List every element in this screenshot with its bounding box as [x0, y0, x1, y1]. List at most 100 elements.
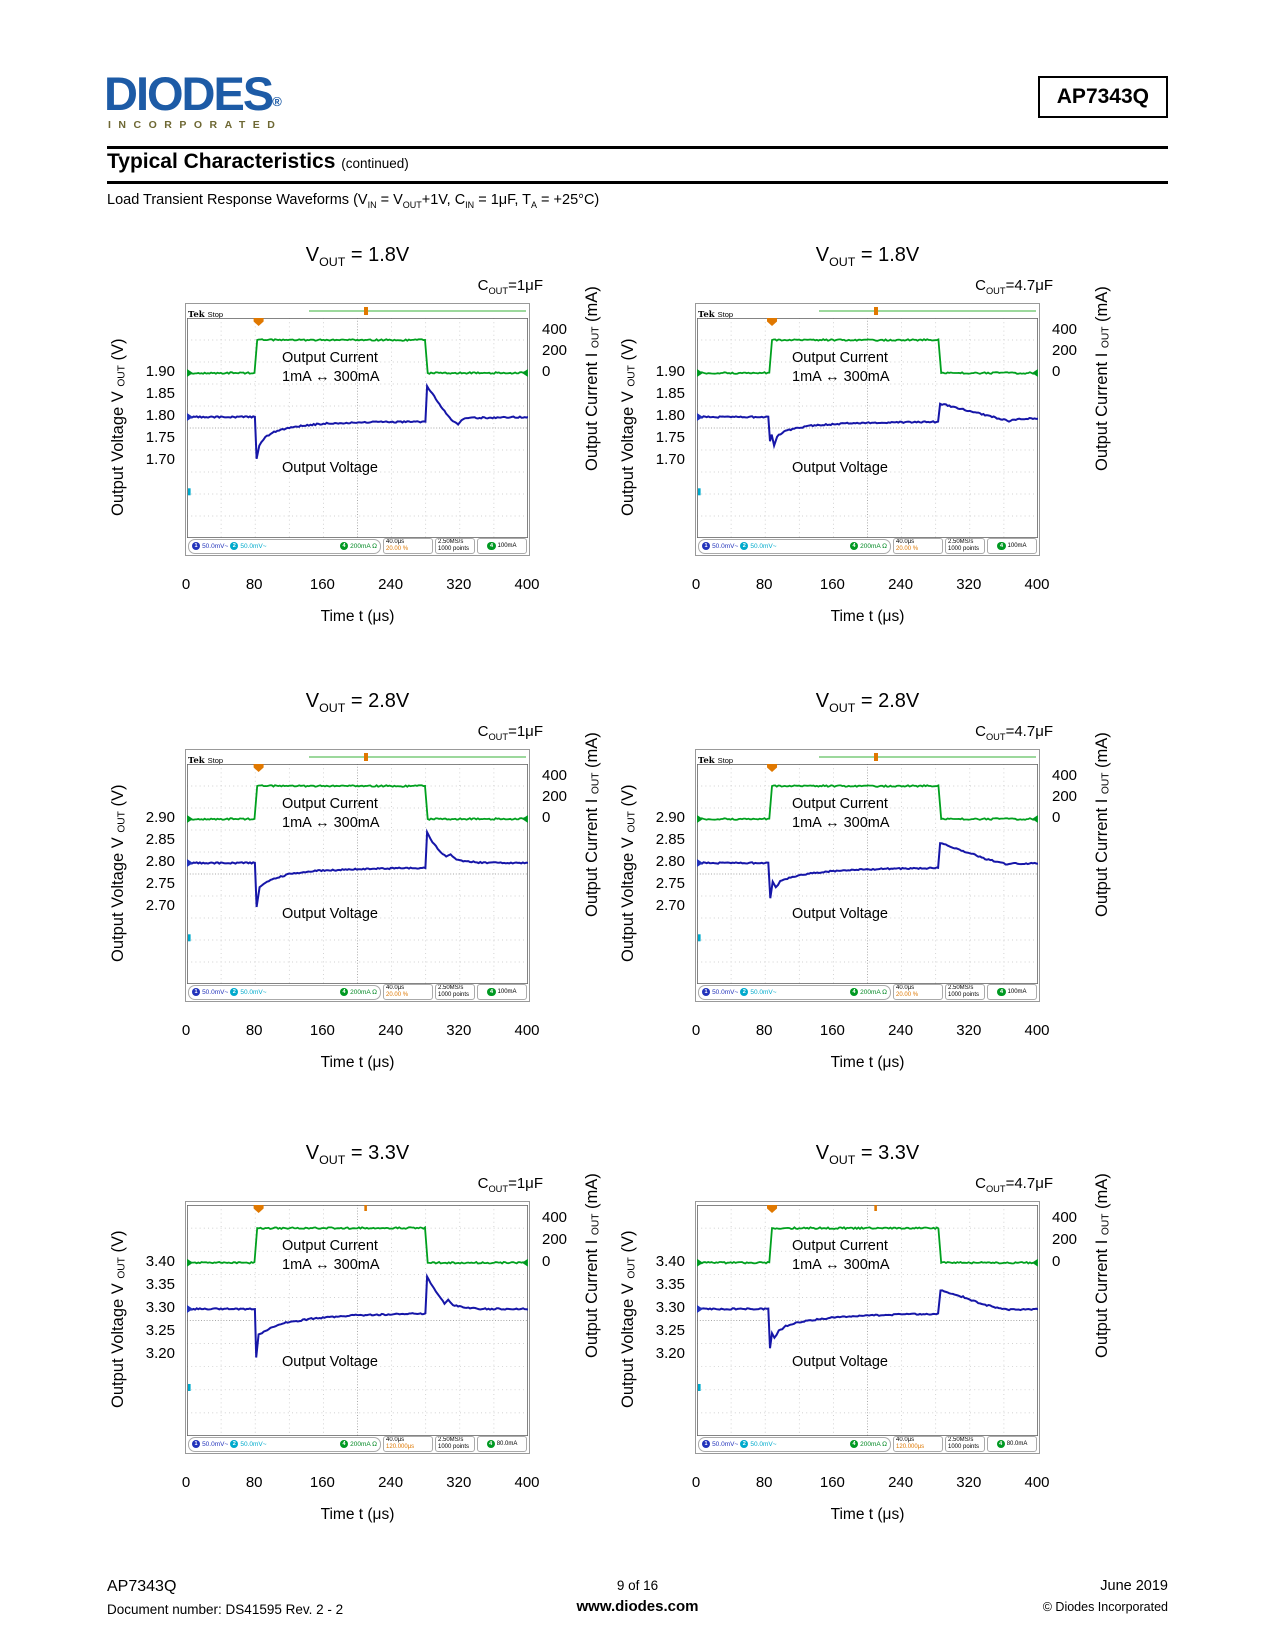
subscript: OUT: [488, 286, 509, 296]
current-tick-labels: 400 200 0: [1052, 1126, 1097, 1536]
footer-copyright: © Diodes Incorporated: [1042, 1600, 1168, 1614]
time-axis-title: Time t (μs): [830, 608, 905, 625]
text-run: C: [975, 277, 986, 294]
time-tick: 160: [309, 1022, 335, 1039]
time-tick: 0: [181, 1474, 191, 1491]
trigger-readout: 4 100mA: [477, 538, 527, 554]
output-voltage-annotation: Output Voltage: [792, 1353, 888, 1370]
voltage-tick: 1.75: [655, 429, 685, 446]
time-tick: 320: [446, 576, 472, 593]
ch1-badge: 1: [192, 1440, 201, 1448]
text-run: V: [305, 1142, 320, 1164]
divider: [107, 146, 1168, 149]
output-voltage-annotation: Output Voltage: [282, 905, 378, 922]
voltage-tick: 1.90: [655, 363, 685, 380]
ch1-badge: 1: [702, 542, 711, 550]
subscript: A: [531, 199, 538, 210]
output-current-annotation: Output Current 1mA ↔ 300mA: [792, 349, 890, 385]
time-tick: 240: [888, 1474, 914, 1491]
subscript: OUT: [985, 732, 1006, 742]
voltage-tick: 3.40: [145, 1252, 175, 1270]
time-tick: 160: [309, 576, 335, 593]
time-tick: 400: [1024, 576, 1050, 593]
current-tick: 200: [1052, 1230, 1078, 1248]
subscript: OUT: [319, 255, 346, 269]
voltage-tick: 2.80: [145, 853, 175, 870]
current-tick: 400: [1052, 321, 1078, 339]
voltage-tick: 3.20: [145, 1345, 175, 1363]
footer-website: www.diodes.com: [576, 1598, 699, 1615]
trigger-level: 100mA: [1007, 988, 1027, 995]
voltage-tick: 2.75: [655, 875, 685, 892]
trigger-position-readout: 20.00 %: [896, 992, 919, 998]
output-voltage-annotation: Output Voltage: [282, 459, 378, 476]
text-run: =1μF: [508, 1175, 543, 1192]
graticule: [186, 318, 529, 538]
time-tick-labels: 0 80 160 240 320 400: [182, 576, 540, 596]
graticule: [186, 1205, 529, 1436]
ch4-badge: 4: [850, 1440, 859, 1448]
channel-indicator-line: [819, 310, 1036, 312]
text-run: =1μF: [508, 723, 543, 740]
cout-condition-label: COUT=4.7μF: [695, 723, 1053, 742]
channel-readouts: 1 50.0mV~ 2 50.0mV~ 4 200mA Ω: [698, 984, 892, 1000]
ch1-badge: 1: [192, 542, 201, 550]
text-run: Load Transient Response Waveforms (V: [107, 192, 368, 208]
ch2-badge: 2: [230, 988, 239, 996]
current-tick-labels: 400 200 0: [542, 1126, 587, 1536]
time-tick: 400: [514, 1474, 540, 1491]
time-tick: 320: [446, 1022, 472, 1039]
voltage-tick-labels: 3.40 3.35 3.30 3.25 3.20: [105, 1126, 175, 1536]
time-tick: 400: [1024, 1022, 1050, 1039]
ch2-scale: 50.0mV~: [240, 1440, 267, 1448]
current-tick: 200: [1052, 788, 1078, 806]
text-run: = 1.8V: [345, 244, 410, 266]
ch1-scale: 50.0mV~: [712, 542, 739, 550]
ch4-badge: 4: [340, 542, 349, 550]
voltage-tick: 2.85: [655, 831, 685, 848]
section-title: Typical Characteristics (continued): [107, 150, 409, 173]
text-run: C: [975, 723, 986, 740]
time-tick: 240: [378, 576, 404, 593]
current-tick-labels: 400 200 0: [542, 228, 587, 638]
time-tick: 240: [888, 576, 914, 593]
time-tick-labels: 0 80 160 240 320 400: [182, 1474, 540, 1494]
voltage-tick: 2.90: [655, 809, 685, 826]
ch4-badge: 4: [850, 542, 859, 550]
time-tick: 160: [309, 1474, 335, 1491]
voltage-tick: 2.90: [145, 809, 175, 826]
voltage-tick: 1.85: [145, 385, 175, 402]
text-run: = +25°C): [537, 192, 600, 208]
time-tick: 80: [755, 1474, 773, 1491]
text-run: V: [815, 1142, 830, 1164]
ch4-badge: 4: [340, 988, 349, 996]
ch2-scale: 50.0mV~: [750, 988, 777, 996]
acquisition-readout: 2.50MS/s 1000 points: [435, 538, 476, 554]
acquisition-readout: 2.50MS/s 1000 points: [435, 984, 476, 1000]
diodes-logo-incorporated: INCORPORATED: [108, 119, 283, 131]
ch4-scale: 200mA Ω: [860, 988, 888, 996]
text-run: = 2.8V: [345, 690, 410, 712]
text-run: =4.7μF: [1005, 277, 1053, 294]
ch1-badge: 1: [192, 988, 201, 996]
scope-status-bar: 1 50.0mV~ 2 50.0mV~ 4 200mA Ω 40.0μs 20.00 %…: [696, 983, 1039, 1001]
time-tick: 240: [378, 1022, 404, 1039]
time-tick: 80: [755, 576, 773, 593]
trigger-level: 100mA: [497, 988, 517, 995]
text-run: = 2.8V: [855, 690, 920, 712]
ch2-badge: 2: [740, 988, 749, 996]
tek-logo: Tek: [698, 756, 715, 766]
voltage-tick: 1.70: [145, 451, 175, 468]
subscript: OUT: [590, 1213, 602, 1236]
trigger-source-badge: 4: [997, 542, 1006, 550]
subscript: OUT: [829, 255, 856, 269]
scope-status-bar: 1 50.0mV~ 2 50.0mV~ 4 200mA Ω 40.0μs 20.00 %…: [696, 537, 1039, 555]
ch4-scale: 200mA Ω: [350, 1440, 378, 1448]
channel-indicator-line: [309, 310, 526, 312]
transient-response-chart: VOUT = 3.3V COUT=4.7μF Output Voltage V …: [615, 1126, 1200, 1536]
trigger-readout: 4 80.0mA: [987, 1436, 1037, 1452]
time-tick: 320: [956, 1022, 982, 1039]
oscilloscope-screenshot: Tek Stop Output Current 1mA ↔ 300mA Output…: [185, 303, 530, 556]
scope-traces: [696, 764, 1039, 984]
voltage-tick: 2.70: [655, 897, 685, 914]
